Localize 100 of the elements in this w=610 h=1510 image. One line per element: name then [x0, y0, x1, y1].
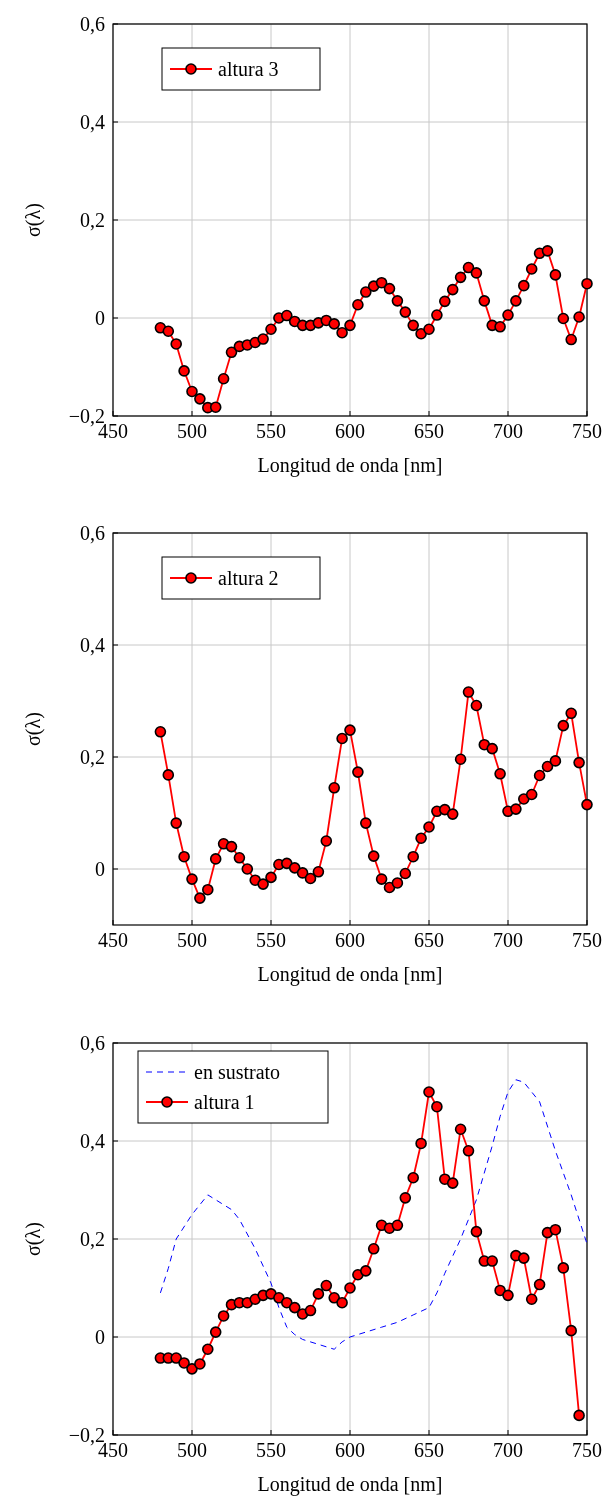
- point: [565, 333, 577, 346]
- legend-label: altura 2: [218, 567, 279, 589]
- y-tick-label: 0: [95, 307, 105, 329]
- point: [470, 699, 483, 712]
- point: [383, 282, 396, 295]
- point: [423, 1086, 435, 1098]
- x-axis-title: Longitud de onda [nm]: [257, 454, 443, 477]
- x-tick-label: 550: [256, 929, 286, 951]
- point: [352, 766, 364, 778]
- point: [288, 1301, 301, 1314]
- point: [502, 309, 514, 321]
- point: [178, 850, 190, 863]
- point: [304, 872, 317, 885]
- point: [225, 346, 238, 359]
- point: [399, 306, 412, 318]
- point: [162, 325, 175, 338]
- x-tick-label: 700: [493, 929, 523, 951]
- point: [439, 295, 451, 308]
- point: [518, 793, 530, 805]
- x-tick-label: 550: [256, 420, 286, 442]
- point: [186, 873, 198, 885]
- point: [494, 321, 506, 333]
- legend-label: altura 1: [194, 1091, 255, 1113]
- point: [336, 326, 348, 339]
- point: [549, 1223, 562, 1236]
- point: [525, 263, 538, 275]
- x-tick-label: 700: [493, 1439, 523, 1461]
- point: [407, 850, 419, 863]
- point: [217, 372, 230, 385]
- point: [399, 867, 412, 880]
- point: [344, 319, 356, 332]
- point: [573, 1409, 585, 1422]
- y-tick-label: 0,2: [80, 209, 105, 231]
- y-axis-title: σ(λ): [22, 712, 45, 746]
- x-tick-label: 750: [572, 929, 602, 951]
- y-tick-label: 0,2: [80, 1228, 105, 1250]
- point: [565, 1324, 577, 1337]
- point: [557, 1262, 570, 1274]
- x-tick-label: 750: [572, 420, 602, 442]
- point: [328, 318, 340, 330]
- x-tick-label: 500: [177, 1439, 207, 1461]
- point: [209, 1326, 222, 1338]
- point: [170, 817, 182, 829]
- point: [194, 393, 206, 405]
- point: [186, 385, 198, 398]
- y-tick-label: 0: [95, 858, 105, 880]
- point: [494, 1284, 506, 1297]
- point: [375, 873, 388, 885]
- point: [170, 1352, 182, 1364]
- point: [360, 1265, 372, 1277]
- line-series: [159, 1079, 588, 1350]
- point: [549, 269, 562, 281]
- point: [360, 286, 372, 298]
- point: [415, 1137, 427, 1150]
- x-axis-title: Longitud de onda [nm]: [257, 963, 443, 986]
- point: [486, 742, 498, 755]
- y-tick-label: 0,2: [80, 746, 105, 768]
- point: [312, 1288, 325, 1300]
- x-tick-label: 650: [414, 420, 444, 442]
- point: [194, 892, 206, 904]
- y-tick-label: 0,4: [80, 634, 105, 656]
- x-tick-label: 750: [572, 1439, 602, 1461]
- point: [328, 782, 340, 794]
- point: [518, 1252, 530, 1264]
- point: [209, 853, 222, 865]
- point: [454, 271, 467, 284]
- point: [233, 852, 246, 864]
- point: [486, 1255, 498, 1267]
- point: [241, 863, 254, 875]
- point: [423, 323, 435, 336]
- point: [194, 1358, 206, 1370]
- point: [502, 1289, 514, 1302]
- point: [431, 309, 443, 321]
- point: [446, 808, 459, 820]
- point: [581, 798, 593, 811]
- x-tick-label: 500: [177, 929, 207, 951]
- point: [431, 1100, 443, 1113]
- point: [533, 769, 546, 782]
- point: [217, 1310, 230, 1322]
- legend-label: en sustrato: [194, 1061, 281, 1083]
- point: [565, 707, 577, 720]
- point: [462, 686, 475, 698]
- point: [225, 840, 238, 853]
- point: [470, 267, 483, 279]
- x-tick-label: 550: [256, 1439, 286, 1461]
- point: [360, 817, 372, 829]
- point: [478, 295, 491, 307]
- point: [407, 1171, 419, 1184]
- y-tick-label: 0: [95, 1326, 105, 1348]
- point: [320, 835, 333, 847]
- point: [336, 732, 348, 745]
- x-axis-title: Longitud de onda [nm]: [257, 1473, 443, 1496]
- point: [344, 724, 356, 736]
- legend-label: altura 3: [218, 58, 279, 80]
- point: [462, 261, 475, 274]
- y-tick-label: 0,6: [80, 1032, 105, 1054]
- point: [281, 309, 293, 322]
- point: [186, 1363, 198, 1375]
- point: [454, 1123, 467, 1136]
- point: [470, 1225, 483, 1238]
